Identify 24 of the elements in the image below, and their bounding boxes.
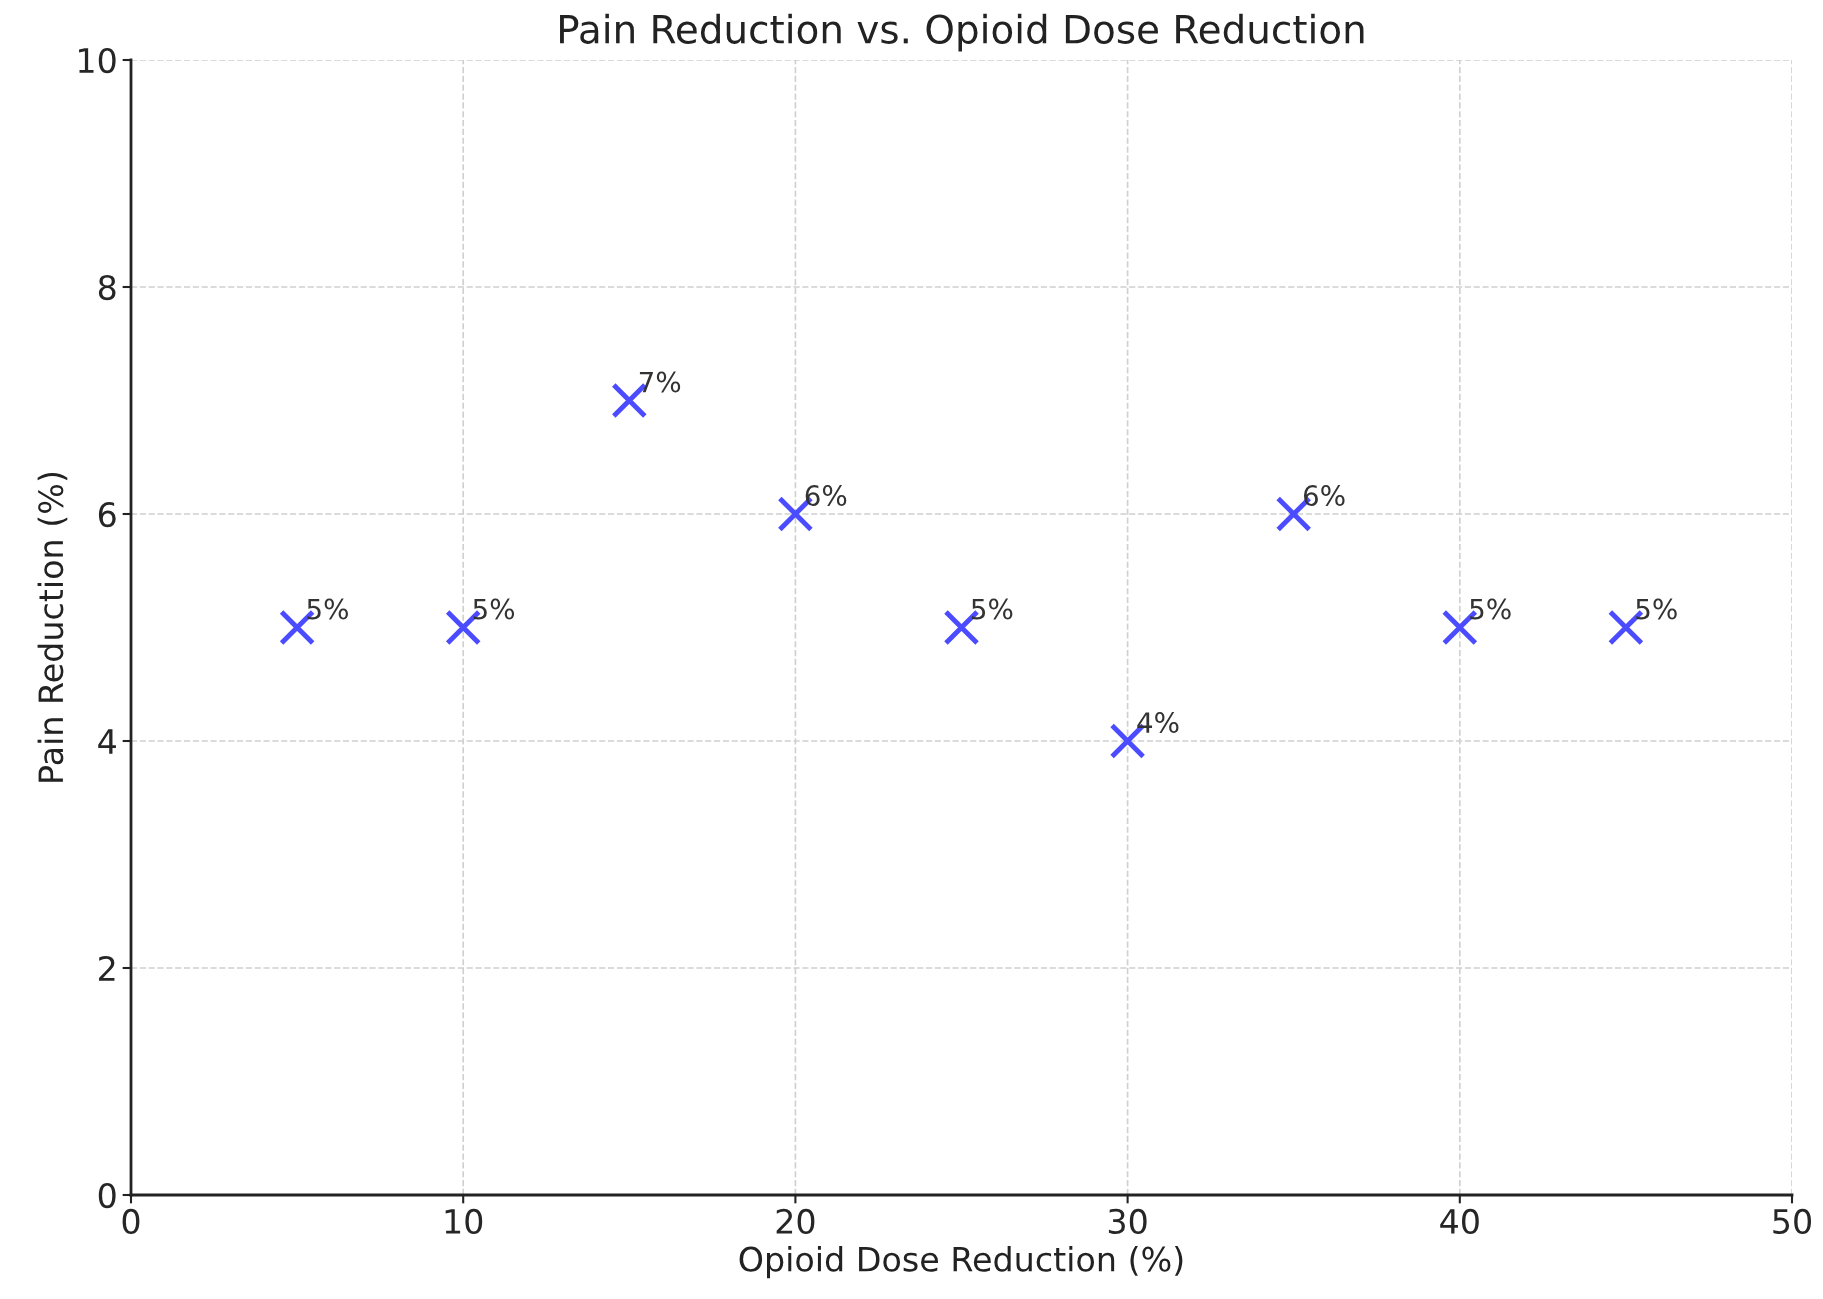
data-label: 5% <box>1636 598 1677 620</box>
data-label: 6% <box>1303 485 1345 507</box>
x-axis-title: Opioid Dose Reduction (%) <box>739 1246 1183 1279</box>
x-tick-label: 0 <box>122 1208 140 1234</box>
data-label: 7% <box>639 371 681 393</box>
x-tick-label: 50 <box>1773 1208 1811 1234</box>
y-tick-label: 4 <box>98 729 116 754</box>
y-tick-label: 8 <box>98 274 116 301</box>
x-tick-label: 30 <box>1108 1208 1147 1234</box>
y-tick-label: 2 <box>99 955 115 981</box>
y-tick-label: 0 <box>98 1182 116 1209</box>
data-label: 5% <box>307 598 348 620</box>
y-tick-label: 6 <box>98 501 116 528</box>
chart-title: Pain Reduction vs. Opioid Dose Reduction <box>560 13 1364 52</box>
x-tick-label: 10 <box>445 1208 483 1234</box>
y-axis-title: Pain Reduction (%) <box>37 472 68 782</box>
data-label: 4% <box>1137 712 1179 734</box>
data-label: 6% <box>805 485 847 507</box>
data-label: 5% <box>473 598 515 620</box>
data-label: 5% <box>1470 598 1511 620</box>
x-tick-label: 20 <box>776 1208 815 1234</box>
y-tick-label: 10 <box>79 47 116 74</box>
x-tick-label: 40 <box>1440 1208 1479 1234</box>
data-label: 5% <box>971 598 1013 620</box>
